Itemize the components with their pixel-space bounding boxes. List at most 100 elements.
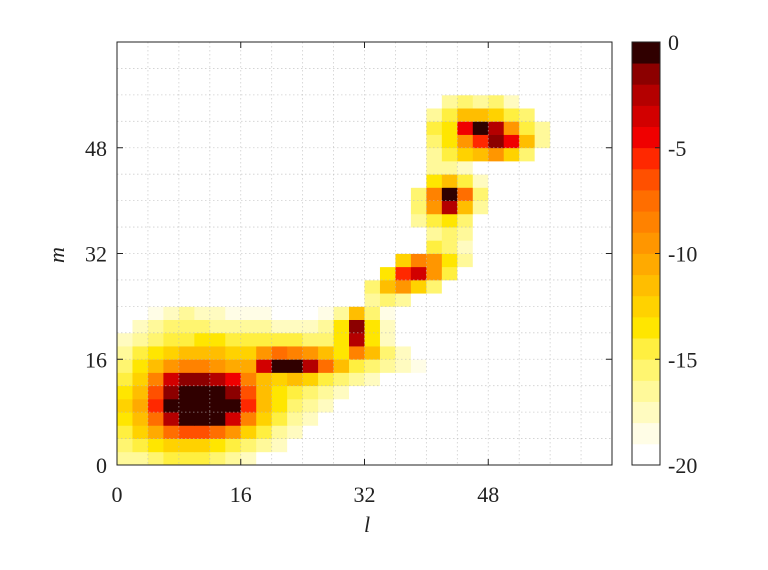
- heatmap-cell: [395, 451, 412, 466]
- heatmap-cell: [256, 147, 273, 162]
- heatmap-cell: [410, 306, 427, 320]
- heatmap-cell: [488, 213, 505, 228]
- heatmap-cell: [256, 438, 273, 453]
- heatmap-cell: [240, 121, 257, 135]
- heatmap-cell: [271, 319, 288, 334]
- heatmap-cell: [596, 68, 613, 83]
- heatmap-cell: [271, 293, 288, 307]
- heatmap-cell: [132, 147, 149, 162]
- heatmap-cell: [178, 200, 195, 215]
- heatmap-cell: [240, 253, 257, 268]
- heatmap-cell: [147, 385, 164, 400]
- heatmap-cell: [287, 425, 304, 439]
- heatmap-cell: [395, 55, 412, 69]
- colorbar-band: [632, 380, 660, 402]
- heatmap-cell: [488, 359, 505, 373]
- heatmap-cell: [596, 213, 613, 228]
- heatmap-cell: [379, 108, 396, 122]
- heatmap-cell: [302, 253, 319, 268]
- heatmap-cell: [349, 108, 365, 122]
- heatmap-cell: [581, 253, 597, 268]
- heatmap-cell: [519, 279, 536, 294]
- heatmap-cell: [194, 121, 211, 135]
- heatmap-cell: [410, 346, 427, 360]
- heatmap-cell: [488, 81, 505, 96]
- heatmap-cell: [364, 213, 381, 228]
- heatmap-cell: [503, 187, 520, 202]
- heatmap-cell: [349, 68, 365, 83]
- heatmap-cell: [349, 240, 365, 254]
- heatmap-cell: [441, 412, 458, 426]
- heatmap-cell: [178, 68, 195, 83]
- heatmap-cell: [132, 134, 149, 149]
- heatmap-cell: [240, 68, 257, 83]
- heatmap-cell: [132, 438, 149, 453]
- heatmap-cell: [457, 213, 474, 228]
- heatmap-cell: [256, 200, 273, 215]
- heatmap-cell: [147, 319, 164, 334]
- heatmap-cell: [333, 398, 350, 413]
- heatmap-cell: [519, 293, 536, 307]
- heatmap-cell: [441, 160, 458, 175]
- heatmap-cell: [132, 398, 149, 413]
- heatmap-cell: [333, 213, 350, 228]
- heatmap-cell: [581, 398, 597, 413]
- heatmap-cell: [349, 279, 365, 294]
- heatmap-cell: [178, 372, 195, 387]
- heatmap-cell: [426, 42, 443, 56]
- heatmap-cell: [596, 372, 613, 387]
- heatmap-cell: [457, 240, 474, 254]
- heatmap-cell: [410, 121, 427, 135]
- heatmap-cell: [225, 81, 242, 96]
- heatmap-cell: [581, 438, 597, 453]
- heatmap-cell: [581, 200, 597, 215]
- heatmap-cell: [333, 359, 350, 373]
- heatmap-cell: [117, 412, 133, 426]
- heatmap-cell: [503, 266, 520, 281]
- heatmap-cell: [488, 346, 505, 360]
- heatmap-cell: [503, 425, 520, 439]
- heatmap-cell: [318, 306, 334, 320]
- heatmap-cell: [318, 425, 334, 439]
- heatmap-cell: [194, 240, 211, 254]
- heatmap-cell: [209, 346, 226, 360]
- heatmap-cell: [364, 253, 381, 268]
- heatmap-cell: [426, 240, 443, 254]
- heatmap-cell: [519, 240, 536, 254]
- heatmap-cell: [349, 385, 365, 400]
- heatmap-cell: [333, 240, 350, 254]
- heatmap-cell: [395, 359, 412, 373]
- heatmap-cell: [379, 227, 396, 241]
- heatmap-cell: [395, 240, 412, 254]
- heatmap-cell: [240, 398, 257, 413]
- heatmap-cell: [209, 42, 226, 56]
- heatmap-cell: [287, 160, 304, 175]
- heatmap-cell: [565, 359, 582, 373]
- heatmap-cell: [379, 359, 396, 373]
- heatmap-cell: [318, 319, 334, 334]
- heatmap-cell: [488, 372, 505, 387]
- colorbar-band: [632, 190, 660, 212]
- colorbar-band: [632, 443, 660, 466]
- heatmap-cell: [426, 147, 443, 162]
- heatmap-cell: [565, 332, 582, 347]
- heatmap-cell: [163, 293, 180, 307]
- heatmap-cell: [256, 346, 273, 360]
- heatmap-cell: [349, 134, 365, 149]
- heatmap-cell: [117, 332, 133, 347]
- heatmap-cell: [333, 55, 350, 69]
- heatmap-cell: [318, 359, 334, 373]
- heatmap-cell: [209, 332, 226, 347]
- heatmap-cell: [519, 174, 536, 188]
- heatmap-cell: [472, 253, 489, 268]
- heatmap-cell: [333, 160, 350, 175]
- heatmap-cell: [194, 332, 211, 347]
- x-tick-label: 0: [112, 482, 123, 507]
- heatmap-cell: [503, 213, 520, 228]
- heatmap-cell: [441, 372, 458, 387]
- heatmap-cell: [565, 438, 582, 453]
- heatmap-cell: [379, 121, 396, 135]
- heatmap-cell: [132, 385, 149, 400]
- heatmap-cell: [287, 42, 304, 56]
- heatmap-cell: [503, 385, 520, 400]
